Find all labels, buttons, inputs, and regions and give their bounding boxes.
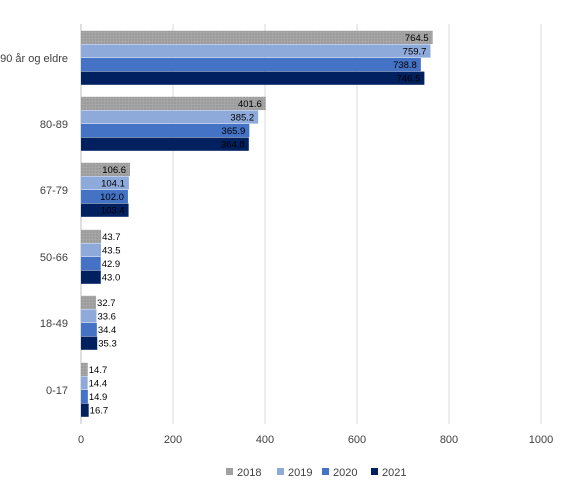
data-label: 759.7 (403, 47, 427, 58)
data-label: 43.7 (102, 232, 121, 243)
bar-2019 (81, 176, 129, 190)
bar-2021 (81, 137, 249, 151)
bar-2018 (81, 162, 131, 176)
data-label: 14.9 (89, 392, 108, 403)
data-label: 385.2 (230, 113, 254, 124)
bar-2018 (81, 30, 433, 44)
bar-2021 (81, 270, 101, 284)
legend-label: 2019 (288, 467, 312, 479)
data-label: 14.7 (89, 365, 108, 376)
data-label: 16.7 (90, 406, 109, 417)
legend-label: 2018 (237, 467, 261, 479)
bar-2021 (81, 403, 89, 417)
bar-2020 (81, 124, 250, 138)
x-tick-label: 400 (256, 434, 274, 446)
data-label: 746.5 (397, 74, 421, 85)
bar-2019 (81, 309, 97, 323)
data-label: 103.4 (101, 206, 125, 217)
legend-swatch-2021 (371, 468, 378, 475)
category-label: 67-79 (40, 185, 68, 197)
x-tick-label: 0 (78, 434, 84, 446)
bar-2019 (81, 376, 88, 390)
data-label: 14.4 (89, 379, 108, 390)
data-label: 106.6 (102, 165, 126, 176)
x-tick-label: 200 (164, 434, 182, 446)
bar-2020 (81, 257, 101, 271)
x-tick-label: 800 (440, 434, 458, 446)
data-label: 33.6 (97, 312, 116, 323)
bar-2018 (81, 96, 266, 110)
category-label: 18-49 (40, 318, 68, 330)
data-label: 764.5 (405, 33, 429, 44)
category-label: 50-66 (40, 252, 68, 264)
category-label: 0-17 (46, 385, 68, 397)
data-label: 365.9 (222, 126, 246, 137)
bar-2021 (81, 336, 98, 350)
bar-2018 (81, 295, 97, 309)
bar-2020 (81, 323, 97, 337)
data-label: 43.0 (102, 273, 121, 284)
bar-2019 (81, 243, 102, 257)
category-label: 80-89 (40, 119, 68, 131)
bar-2020 (81, 190, 128, 204)
data-label: 34.4 (98, 325, 117, 336)
data-label: 738.8 (393, 60, 417, 71)
bar-2021 (81, 71, 425, 85)
data-label: 43.5 (102, 246, 121, 257)
legend-swatch-2020 (322, 468, 329, 475)
data-label: 35.3 (98, 339, 117, 350)
legend-label: 2020 (333, 467, 357, 479)
data-label: 104.1 (101, 179, 125, 190)
bar-2020 (81, 390, 88, 404)
data-label: 401.6 (238, 99, 262, 110)
legend-swatch-2019 (277, 468, 284, 475)
x-tick-label: 600 (348, 434, 366, 446)
data-label: 364.8 (221, 140, 245, 151)
data-label: 32.7 (97, 298, 116, 309)
bar-2020 (81, 58, 421, 72)
legend-swatch-2018 (226, 468, 233, 475)
data-label: 102.0 (100, 192, 124, 203)
category-label: 90 år og eldre (0, 53, 68, 65)
bar-2019 (81, 110, 259, 124)
bar-2018 (81, 362, 88, 376)
bar-2018 (81, 229, 102, 243)
x-tick-label: 1000 (529, 434, 553, 446)
bar-2021 (81, 203, 129, 217)
data-label: 42.9 (102, 259, 121, 270)
legend-label: 2021 (382, 467, 406, 479)
bar-2019 (81, 44, 431, 58)
